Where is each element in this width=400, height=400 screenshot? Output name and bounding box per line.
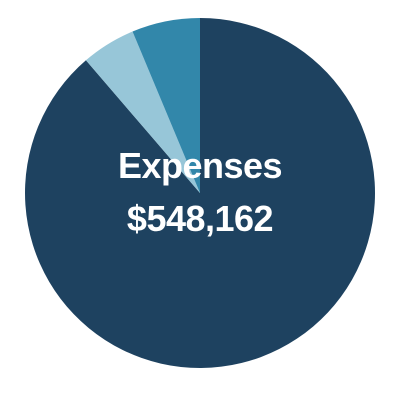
chart-center-value: $548,162: [126, 198, 274, 239]
chart-center-title: Expenses: [117, 145, 283, 186]
pie-slice-1: [25, 18, 376, 368]
pie-slice-2: [85, 31, 200, 194]
pie-slice-3: [132, 18, 200, 193]
